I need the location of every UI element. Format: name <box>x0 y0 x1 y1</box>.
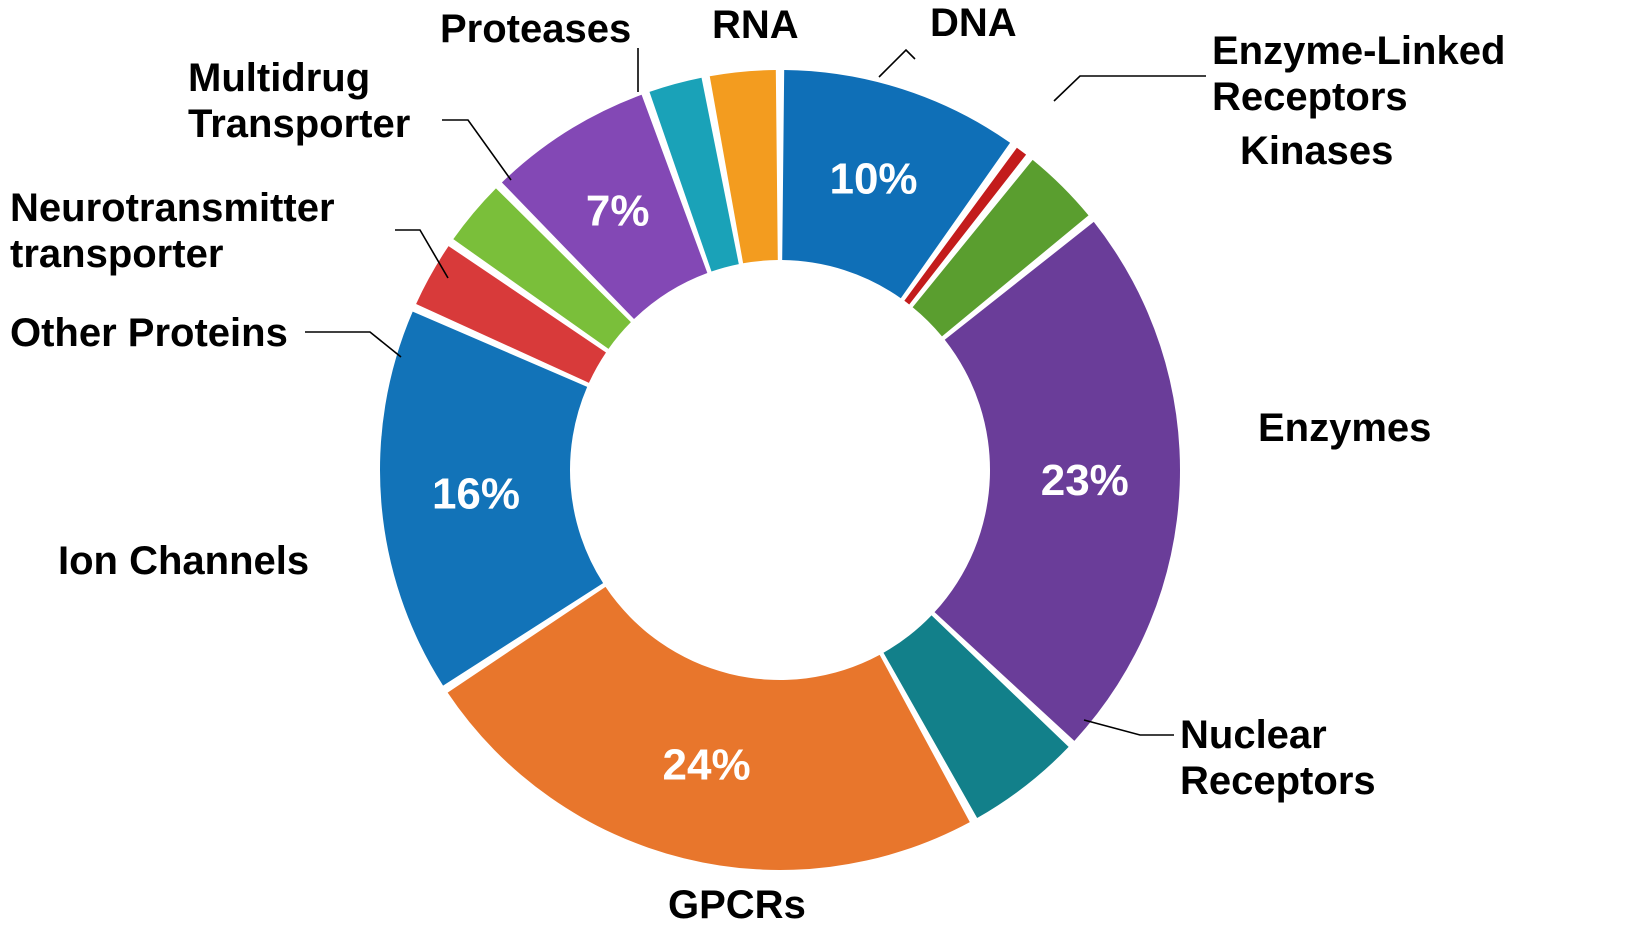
label-neurotransmitter-transporter: Neurotransmitter transporter <box>10 185 335 277</box>
label-enzymes: Enzymes <box>1258 405 1431 451</box>
leader-line <box>879 50 915 77</box>
leader-line <box>305 332 401 357</box>
pct-label: 10% <box>829 154 917 203</box>
pct-label: 16% <box>432 469 520 518</box>
label-gpcrs: GPCRs <box>668 882 806 928</box>
label-proteases: Proteases <box>440 6 631 52</box>
pct-label: 24% <box>663 741 751 790</box>
label-kinases: Kinases <box>1240 128 1393 174</box>
label-nuclear-receptors: Nuclear Receptors <box>1180 712 1376 804</box>
leader-line <box>442 120 511 180</box>
label-multidrug-transporter: Multidrug Transporter <box>188 55 410 147</box>
leader-line <box>1054 76 1206 101</box>
label-ion-channels: Ion Channels <box>58 538 309 584</box>
leader-line <box>1084 720 1174 735</box>
label-enzyme-linked-receptors: Enzyme-Linked Receptors <box>1212 28 1505 120</box>
label-dna: DNA <box>930 0 1017 46</box>
pct-label: 7% <box>586 186 650 235</box>
label-other-proteins: Other Proteins <box>10 310 288 356</box>
label-rna: RNA <box>712 2 799 48</box>
pct-label: 23% <box>1041 456 1129 505</box>
